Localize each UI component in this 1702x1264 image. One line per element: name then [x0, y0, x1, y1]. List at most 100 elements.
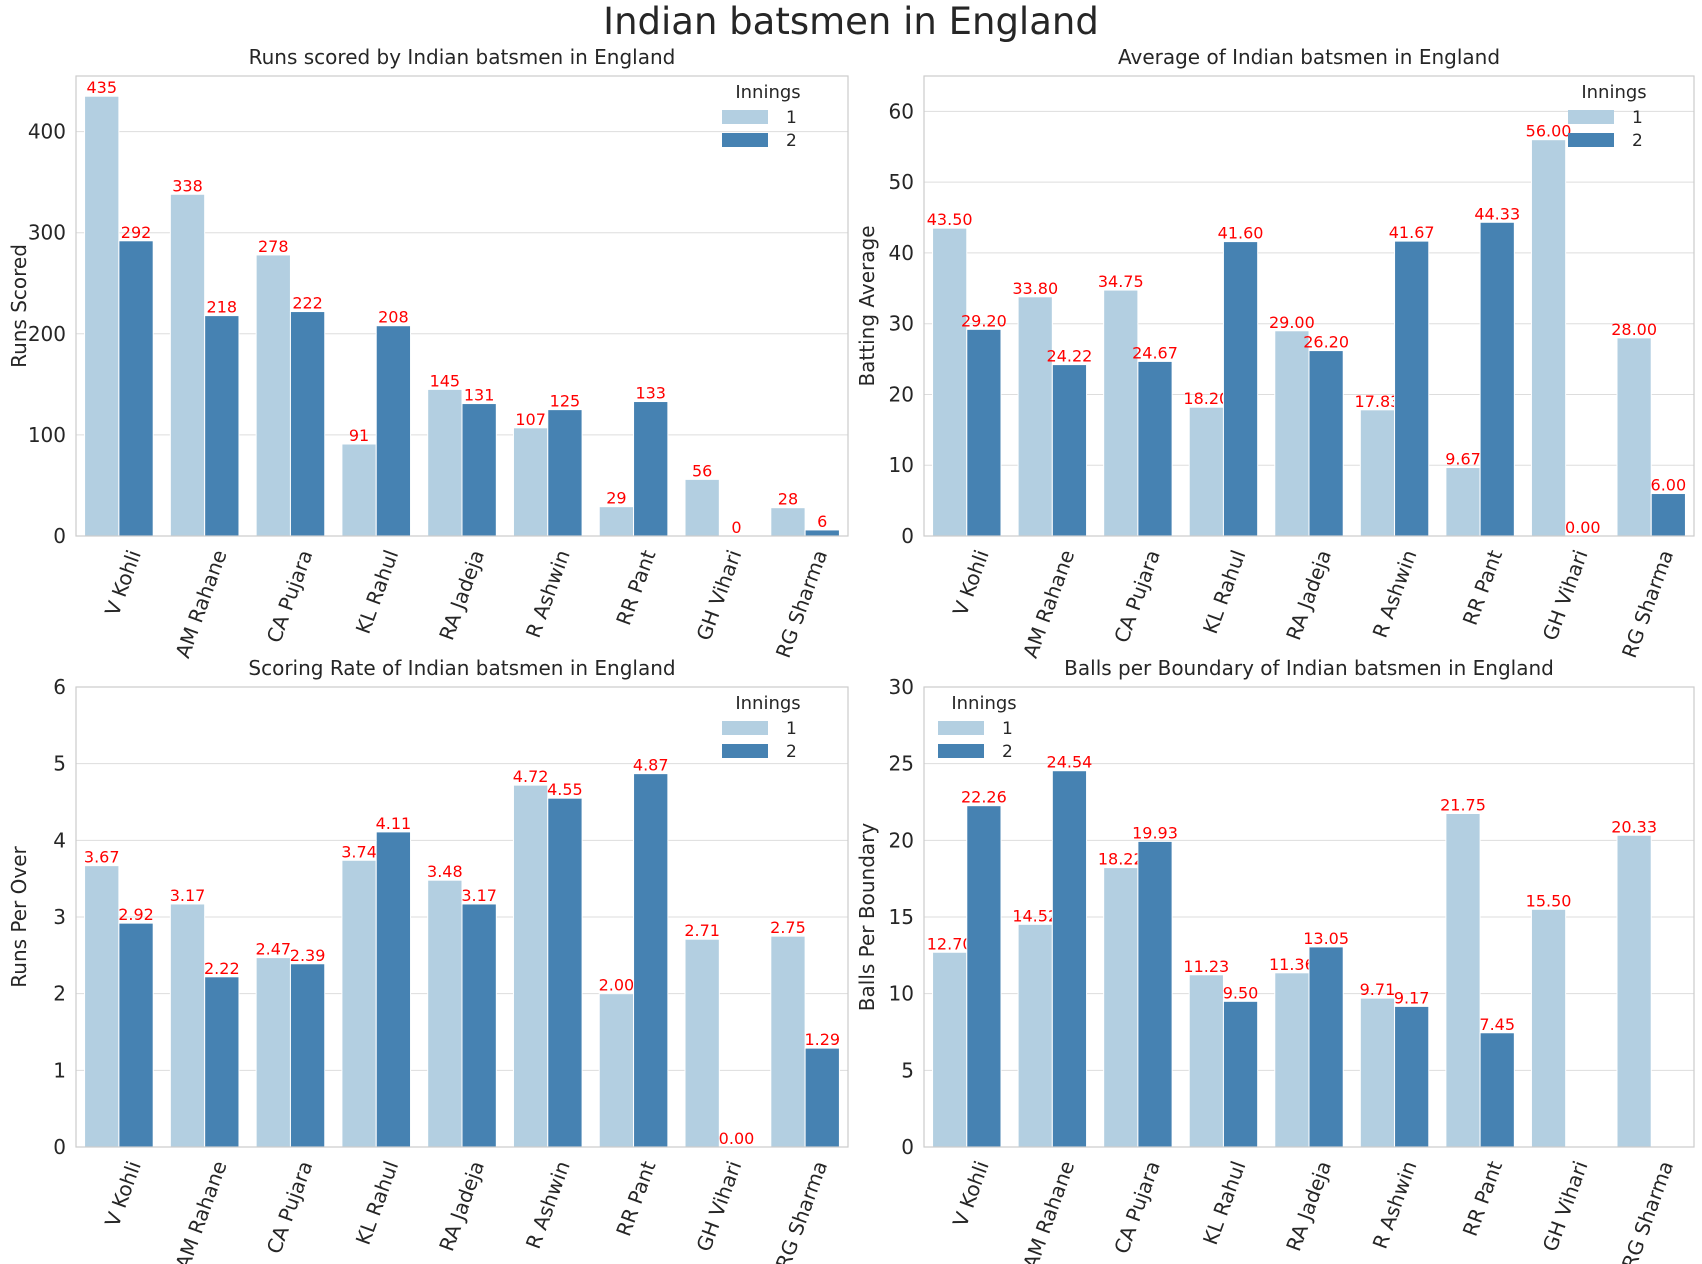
bar — [966, 328, 1002, 537]
bar — [1222, 1000, 1259, 1148]
legend-swatch — [938, 744, 984, 758]
y-tick-label: 25 — [889, 752, 914, 776]
bar — [1530, 139, 1567, 537]
x-tick-label: GH Vihari — [1538, 1158, 1593, 1255]
bar-value-label: 0.00 — [719, 1129, 755, 1148]
y-axis-label: Runs Scored — [7, 244, 31, 368]
bar-value-label: 24.22 — [1047, 347, 1093, 366]
bar-value-label: 41.67 — [1389, 223, 1435, 242]
bar — [1530, 908, 1567, 1148]
bar — [1274, 330, 1310, 537]
bar-value-label: 26.20 — [1303, 333, 1349, 352]
y-tick-label: 5 — [901, 1058, 914, 1082]
bar-value-label: 17.83 — [1355, 392, 1401, 411]
bar-value-label: 18.20 — [1183, 389, 1229, 408]
x-tick-label: RG Sharma — [1617, 1158, 1678, 1264]
x-tick-label: V Kohli — [100, 547, 146, 619]
x-tick-label: R Ashwin — [1368, 1158, 1422, 1252]
y-axis-label: Balls Per Boundary — [855, 823, 879, 1012]
bar-value-label: 3.17 — [170, 886, 206, 905]
bar-value-label: 2.75 — [770, 918, 806, 937]
legend-title: Innings — [735, 82, 800, 103]
bar — [118, 922, 154, 1148]
y-tick-label: 5 — [53, 752, 66, 776]
x-tick-label: RG Sharma — [771, 1158, 832, 1264]
bar-value-label: 2.22 — [204, 959, 240, 978]
x-tick-label: RG Sharma — [1617, 547, 1678, 661]
x-tick-label: RA Jadeja — [1281, 1158, 1336, 1255]
bar — [1222, 241, 1259, 537]
bar — [1650, 493, 1686, 537]
bar-value-label: 145 — [430, 371, 461, 390]
bar — [1616, 337, 1652, 537]
bar-value-label: 91 — [349, 426, 369, 445]
bar — [1359, 997, 1396, 1148]
x-tick-label: KL Rahul — [351, 1158, 403, 1248]
bar — [1394, 240, 1430, 537]
bar — [1188, 974, 1224, 1148]
bar-value-label: 20.33 — [1611, 817, 1657, 836]
bar — [932, 227, 968, 537]
legend-label: 1 — [786, 719, 797, 739]
bar-value-label: 56.00 — [1526, 122, 1572, 141]
x-tick-label: V Kohli — [948, 547, 994, 619]
bar — [804, 1047, 840, 1148]
y-tick-label: 4 — [53, 828, 66, 852]
bar — [341, 859, 377, 1148]
y-axis-label: Runs Per Over — [7, 845, 31, 987]
bar — [633, 401, 669, 537]
bar-value-label: 9.17 — [1394, 988, 1430, 1007]
bar — [1137, 840, 1173, 1148]
legend-swatch — [722, 110, 768, 124]
legend-label: 2 — [1632, 131, 1643, 151]
bar-value-label: 9.50 — [1223, 983, 1259, 1002]
bar-value-label: 11.36 — [1269, 955, 1315, 974]
bar — [770, 935, 806, 1148]
legend-label: 1 — [786, 108, 797, 128]
bar — [1103, 289, 1139, 537]
bar — [204, 315, 240, 537]
legend-title: Innings — [1581, 82, 1646, 103]
bar-value-label: 3.17 — [461, 886, 497, 905]
bar — [1479, 221, 1515, 537]
bar-value-label: 292 — [121, 223, 152, 242]
bar-value-label: 435 — [86, 78, 117, 97]
y-tick-label: 10 — [889, 453, 914, 477]
bar-value-label: 3.67 — [84, 848, 120, 867]
bar-value-label: 13.05 — [1303, 929, 1349, 948]
bar-value-label: 107 — [515, 410, 546, 429]
bar-value-label: 15.50 — [1526, 891, 1572, 910]
bar — [512, 784, 549, 1148]
bar — [598, 506, 635, 537]
bar — [84, 865, 120, 1148]
bar — [427, 388, 463, 537]
bar — [684, 478, 720, 537]
bar — [684, 938, 720, 1148]
x-tick-label: V Kohli — [948, 1158, 994, 1230]
x-tick-label: CA Pujara — [1109, 547, 1165, 646]
bar — [1308, 946, 1344, 1148]
bar-value-label: 19.93 — [1132, 823, 1178, 842]
bar — [84, 95, 120, 537]
bar — [1017, 923, 1053, 1148]
bar — [1017, 296, 1053, 537]
y-tick-label: 30 — [889, 312, 914, 336]
bar — [1137, 360, 1173, 537]
bar — [375, 831, 412, 1148]
bar-value-label: 4.72 — [513, 767, 549, 786]
bar-value-label: 14.52 — [1012, 906, 1058, 925]
bar-value-label: 6.00 — [1651, 476, 1687, 495]
bar-value-label: 338 — [172, 176, 203, 195]
y-tick-label: 50 — [889, 170, 914, 194]
bar-value-label: 2.92 — [118, 905, 154, 924]
x-tick-label: R Ashwin — [1368, 547, 1422, 641]
plot-frame — [923, 75, 1695, 537]
bar — [547, 409, 583, 537]
plot-frame — [75, 75, 849, 537]
x-tick-label: KL Rahul — [1198, 1158, 1250, 1248]
bar — [1308, 350, 1344, 537]
bar-value-label: 7.45 — [1479, 1015, 1515, 1034]
x-tick-label: GH Vihari — [1538, 547, 1593, 644]
legend-swatch — [722, 721, 768, 735]
